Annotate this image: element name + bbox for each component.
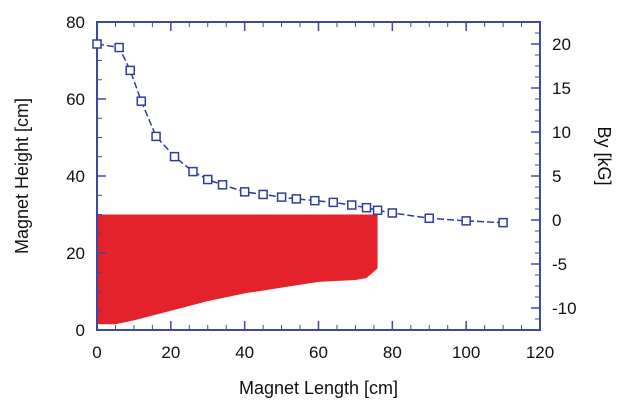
field-data-point (114, 42, 124, 53)
field-series (92, 39, 508, 228)
field-data-point (276, 192, 287, 202)
x-tick-label: 100 (452, 343, 480, 362)
field-data-point (125, 65, 135, 76)
field-data-point (461, 216, 471, 226)
field-data-point (169, 151, 180, 162)
field-data-point (203, 174, 213, 185)
magnet-profile-area (97, 214, 378, 325)
field-data-point (291, 194, 302, 204)
field-data-point (217, 180, 228, 190)
field-data-point (239, 187, 250, 197)
field-data-point (328, 197, 339, 208)
field-data-point (498, 217, 508, 228)
x-axis-title: Magnet Length [cm] (239, 378, 398, 398)
x-tick-label: 20 (161, 343, 180, 362)
field-data-point (424, 213, 434, 223)
y-axis-left-title: Magnet Height [cm] (12, 98, 32, 254)
field-data-point (136, 96, 147, 106)
field-data-point (258, 189, 268, 200)
field-data-point (372, 205, 383, 216)
y-left-tick-label: 40 (66, 167, 85, 186)
y-left-tick-label: 60 (66, 90, 85, 109)
field-data-point (361, 202, 372, 213)
x-tick-label: 120 (526, 343, 554, 362)
field-data-point (92, 39, 102, 49)
y-right-tick-label: -5 (552, 255, 567, 274)
y-left-tick-label: 80 (66, 13, 85, 32)
axis-ticks (96, 21, 541, 331)
x-tick-label: 60 (309, 343, 328, 362)
y-left-tick-label: 20 (66, 244, 85, 263)
y-right-tick-label: -10 (552, 299, 577, 318)
field-data-point (310, 195, 320, 206)
field-data-point (151, 131, 161, 142)
y-right-tick-label: 0 (552, 211, 561, 230)
field-data-point (346, 200, 357, 210)
y-right-tick-label: 20 (552, 35, 571, 54)
y-left-tick-label: 0 (76, 321, 85, 340)
plot-area (97, 214, 378, 325)
y-right-tick-label: 5 (552, 167, 561, 186)
x-tick-label: 40 (235, 343, 254, 362)
field-data-point (387, 208, 398, 218)
tick-labels: 0 20 40 60 80 100 120 0 20 40 60 80 -10 -5 0 5 10 15 20 (66, 13, 577, 362)
x-tick-label: 80 (383, 343, 402, 362)
x-tick-label: 0 (92, 343, 101, 362)
field-series-line (96, 43, 504, 224)
field-data-point (188, 166, 198, 177)
y-axis-right-title: By [kG] (594, 126, 614, 185)
y-right-tick-label: 10 (552, 123, 571, 142)
y-right-tick-label: 15 (552, 79, 571, 98)
